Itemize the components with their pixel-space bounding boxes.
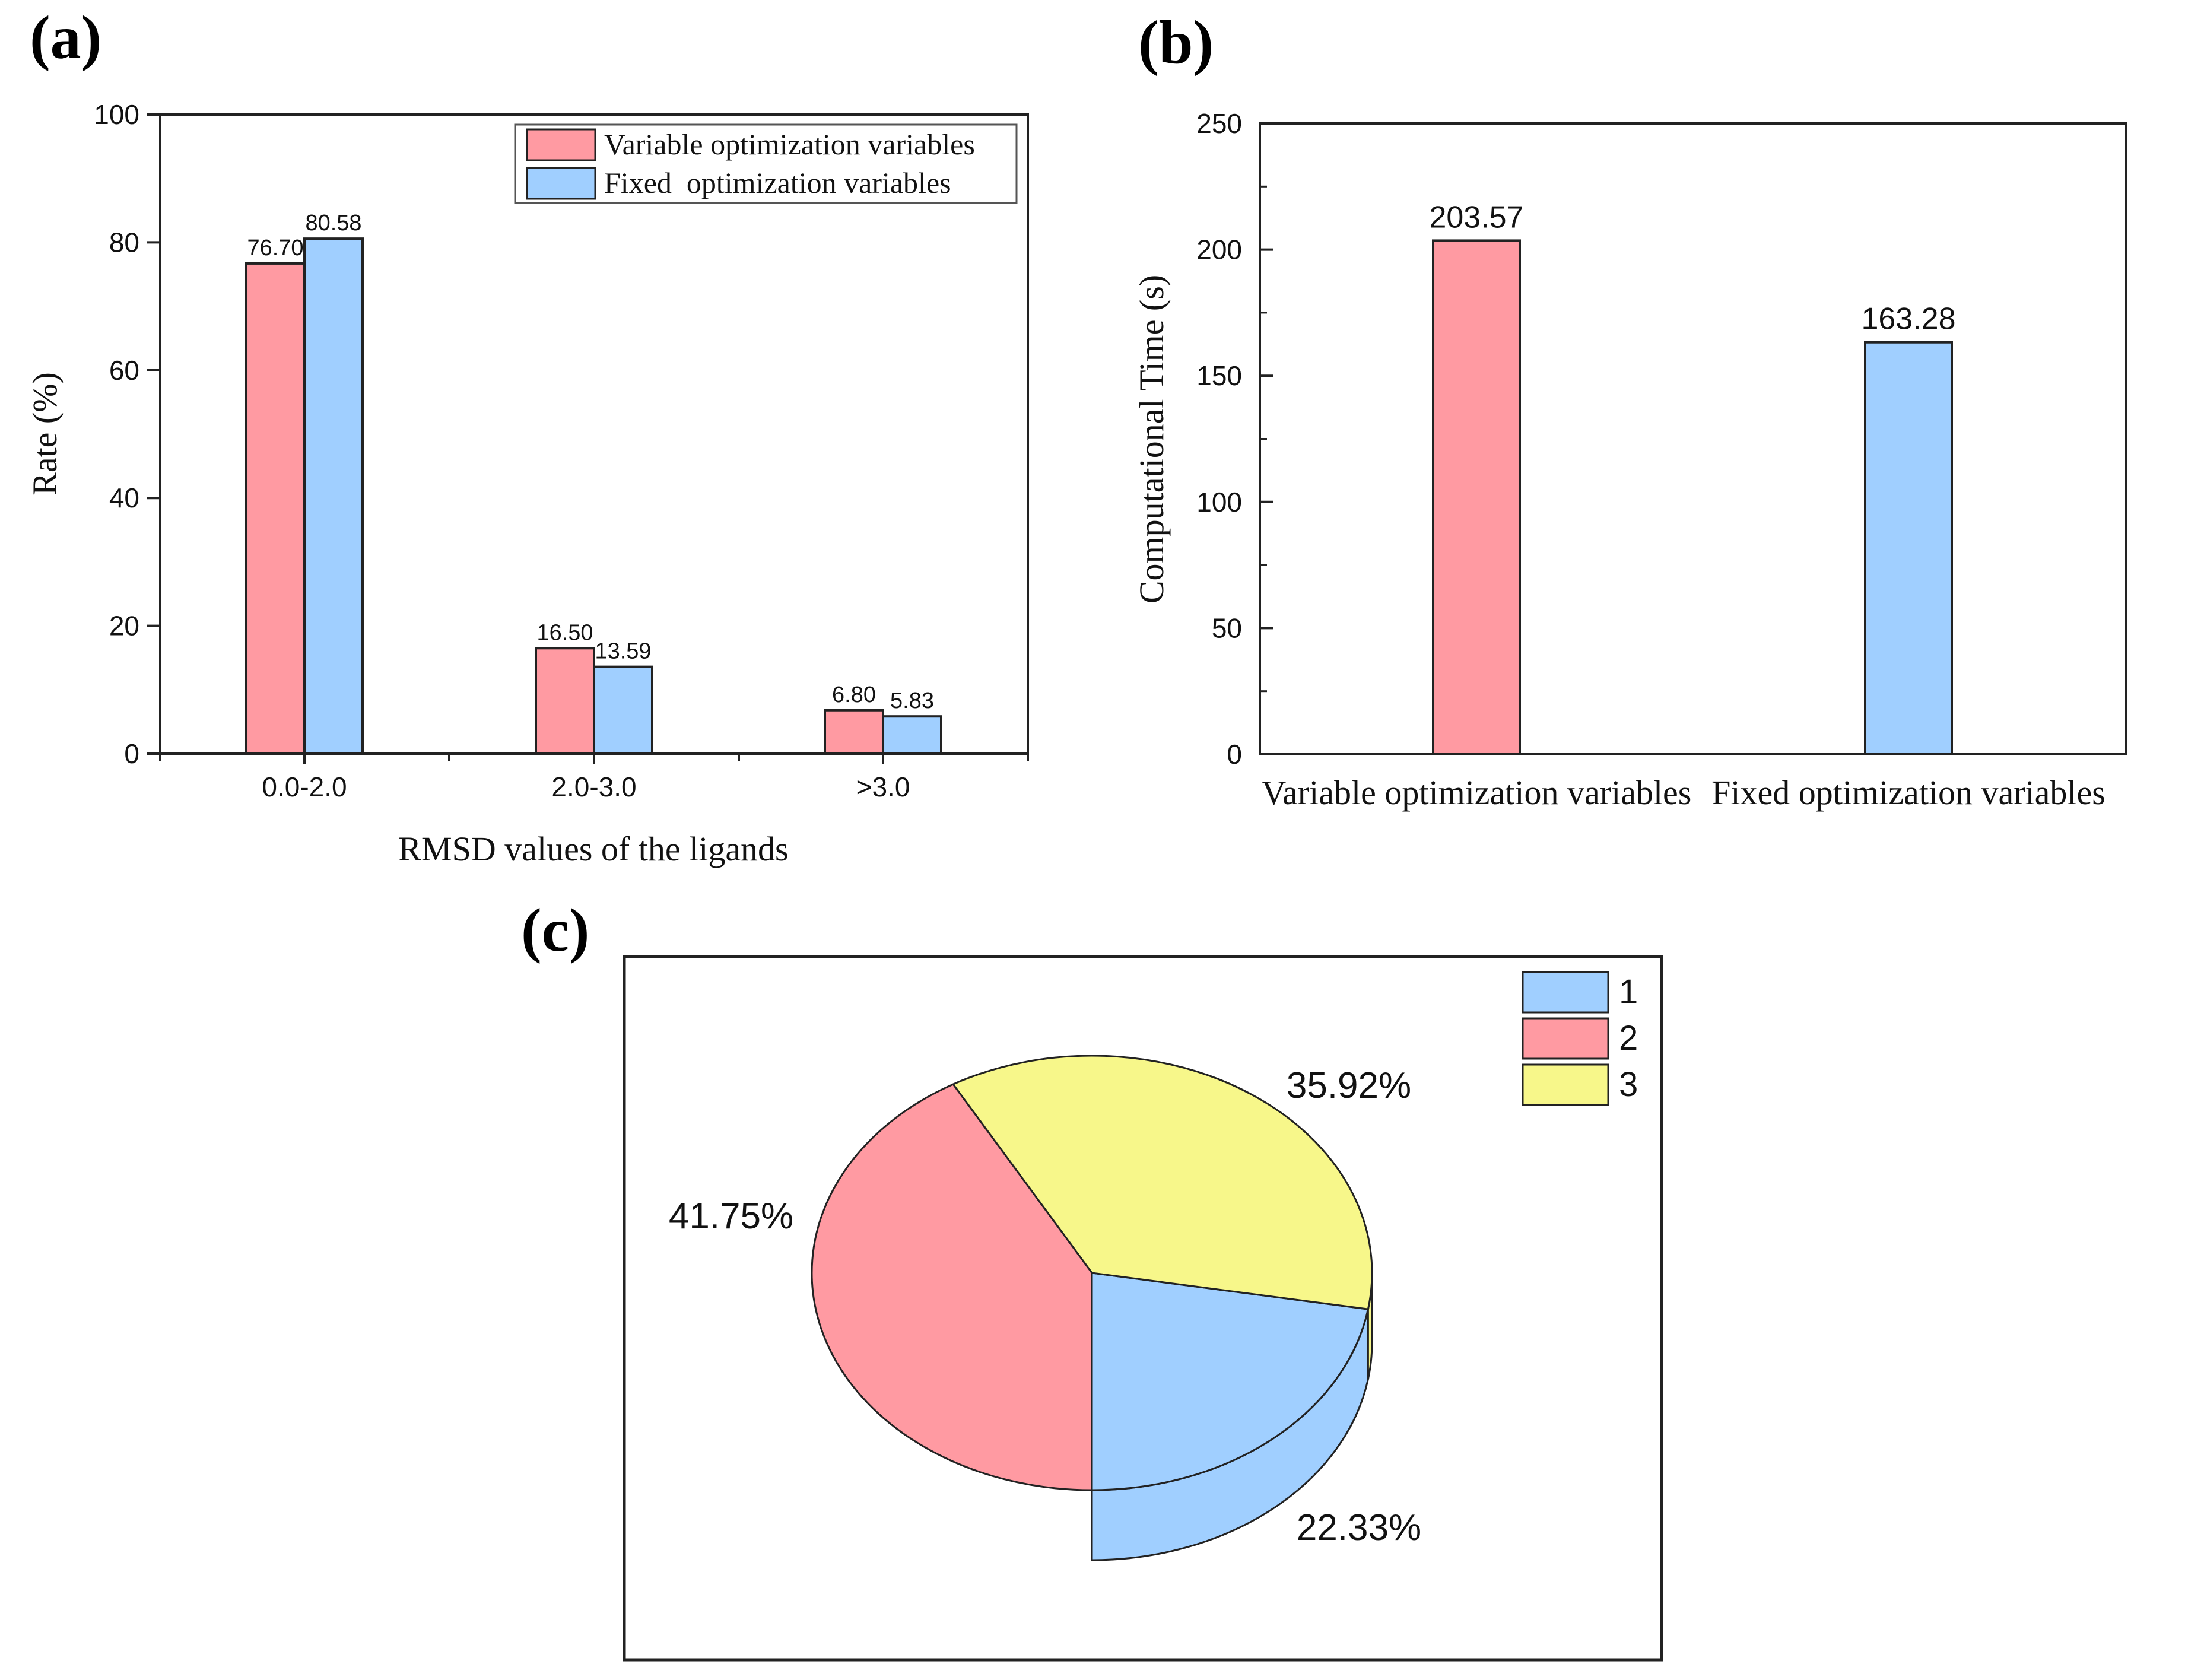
- bar-value-label: 6.80: [832, 682, 876, 707]
- y-tick-label: 200: [1196, 234, 1242, 265]
- panel-a-label: (a): [30, 4, 101, 72]
- bar-fixed: [593, 665, 653, 755]
- pie-label-3: 35.92%: [1287, 1065, 1411, 1106]
- bar-value-label: 13.59: [595, 639, 651, 664]
- panel-a-legend: Variable optimization variables Fixed op…: [514, 123, 1018, 204]
- panel-b-y-axis: 0 50 100 150 200 250: [1196, 108, 1273, 770]
- panel-b-y-axis-title: Computational Time (s): [1132, 275, 1171, 604]
- x-tick-label: 0.0-2.0: [262, 771, 347, 802]
- x-tick-label: >3.0: [856, 771, 910, 802]
- panel-a-bar-chart: (a) 0 20 40 60 80 100 0.0-2.0 2.0-3.0 >3.0 76.7…: [26, 4, 1029, 868]
- pie-slice-3: [951, 1055, 1373, 1310]
- pie-label-2: 41.75%: [669, 1196, 793, 1237]
- pie-legend-swatch-1: [1522, 971, 1609, 1014]
- pie-legend-label-3: 3: [1619, 1065, 1638, 1104]
- panel-b-bars: [1432, 239, 1953, 755]
- y-tick-label: 100: [94, 99, 139, 130]
- y-tick-label: 250: [1196, 108, 1242, 139]
- panel-c-pie-chart: (c) 22.33% 41.75% 35.92% 1 2 3: [521, 896, 1663, 1662]
- bar-variable: [245, 262, 306, 755]
- bar-fixed: [1864, 341, 1953, 755]
- panel-a-data-labels: 76.70 16.50 6.80 80.58 13.59 5.83: [247, 211, 934, 713]
- pie-legend-label-1: 1: [1619, 973, 1638, 1011]
- pie-label-1: 22.33%: [1297, 1507, 1421, 1548]
- panel-c-label: (c): [521, 896, 589, 964]
- x-tick-label: 2.0-3.0: [551, 771, 636, 802]
- legend-label-fixed: Fixed optimization variables: [604, 166, 951, 199]
- legend-swatch-variable: [526, 128, 596, 161]
- panel-b-x-axis: Variable optimization variables Fixed opt…: [1262, 773, 2105, 812]
- y-tick-label: 40: [109, 482, 139, 513]
- y-tick-label: 150: [1196, 360, 1242, 391]
- bar-value-label: 203.57: [1429, 200, 1523, 234]
- panel-b-label: (b): [1138, 8, 1214, 77]
- bar-variable: [535, 647, 595, 755]
- bar-variable: [1432, 239, 1521, 755]
- y-tick-label: 80: [109, 227, 139, 258]
- x-category-label: Variable optimization variables: [1262, 773, 1692, 812]
- panel-a-x-axis: 0.0-2.0 2.0-3.0 >3.0: [159, 754, 1029, 802]
- bar-value-label: 16.50: [536, 620, 593, 645]
- y-tick-label: 50: [1212, 612, 1242, 643]
- bar-value-label: 163.28: [1861, 302, 1955, 336]
- pie-legend-swatch-2: [1522, 1017, 1609, 1060]
- panel-a-y-axis-title: Rate (%): [26, 372, 64, 496]
- y-tick-label: 0: [124, 738, 139, 769]
- legend-swatch-fixed: [526, 167, 596, 200]
- bar-value-label: 76.70: [247, 236, 303, 261]
- panel-c-slice-labels: 22.33% 41.75% 35.92%: [669, 1065, 1421, 1548]
- y-tick-label: 0: [1227, 739, 1242, 770]
- panel-a-bars: [245, 237, 942, 755]
- panel-c-pie: [811, 1055, 1373, 1561]
- panel-b-data-labels: 203.57 163.28: [1429, 200, 1955, 336]
- bar-fixed: [882, 715, 942, 755]
- y-tick-label: 100: [1196, 487, 1242, 517]
- bar-value-label: 80.58: [305, 211, 361, 236]
- panel-a-x-axis-title: RMSD values of the ligands: [398, 830, 788, 868]
- y-tick-label: 20: [109, 611, 139, 641]
- bar-value-label: 5.83: [890, 688, 934, 713]
- pie-legend-label-2: 2: [1619, 1019, 1638, 1057]
- panel-a-legend-box: [514, 123, 1018, 204]
- pie-slice-2: [811, 1083, 1093, 1491]
- y-tick-label: 60: [109, 355, 139, 386]
- panel-c-legend: 1 2 3: [1522, 971, 1638, 1106]
- legend-label-variable: Variable optimization variables: [604, 128, 975, 161]
- panel-b-bar-chart: (b) 0 50 100 150 200 250 203.57 163.28 Variabl…: [1132, 8, 2127, 812]
- panel-b-plot-frame: [1259, 122, 2127, 755]
- pie-legend-swatch-3: [1522, 1063, 1609, 1106]
- pie-slice-1: [1091, 1272, 1370, 1491]
- bar-variable: [824, 709, 884, 755]
- x-category-label: Fixed optimization variables: [1711, 773, 2105, 812]
- panel-c-frame: [623, 955, 1663, 1662]
- panel-a-y-axis: 0 20 40 60 80 100: [94, 99, 160, 769]
- bar-fixed: [303, 237, 364, 755]
